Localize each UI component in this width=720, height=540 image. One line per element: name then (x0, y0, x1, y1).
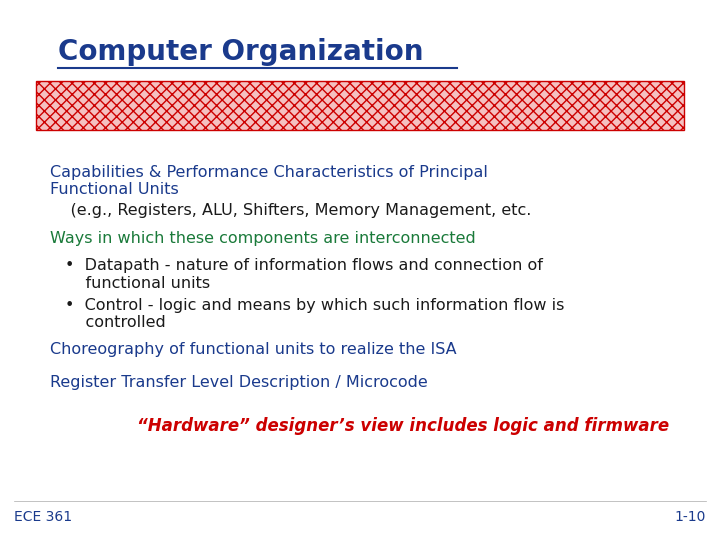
Text: Register Transfer Level Description / Microcode: Register Transfer Level Description / Mi… (50, 375, 428, 390)
Text: ECE 361: ECE 361 (14, 510, 73, 524)
Text: “Hardware” designer’s view includes logic and firmware: “Hardware” designer’s view includes logi… (137, 417, 670, 435)
Text: (e.g., Registers, ALU, Shifters, Memory Management, etc.: (e.g., Registers, ALU, Shifters, Memory … (50, 203, 532, 218)
Text: Ways in which these components are interconnected: Ways in which these components are inter… (50, 231, 476, 246)
FancyBboxPatch shape (36, 81, 684, 130)
Text: Computer Organization: Computer Organization (58, 38, 423, 66)
Text: •  Control - logic and means by which such information flow is
    controlled: • Control - logic and means by which suc… (65, 298, 564, 330)
Text: •  Datapath - nature of information flows and connection of
    functional units: • Datapath - nature of information flows… (65, 258, 543, 291)
Text: Capabilities & Performance Characteristics of Principal
Functional Units: Capabilities & Performance Characteristi… (50, 165, 488, 197)
Text: 1-10: 1-10 (674, 510, 706, 524)
Text: Choreography of functional units to realize the ISA: Choreography of functional units to real… (50, 342, 457, 357)
